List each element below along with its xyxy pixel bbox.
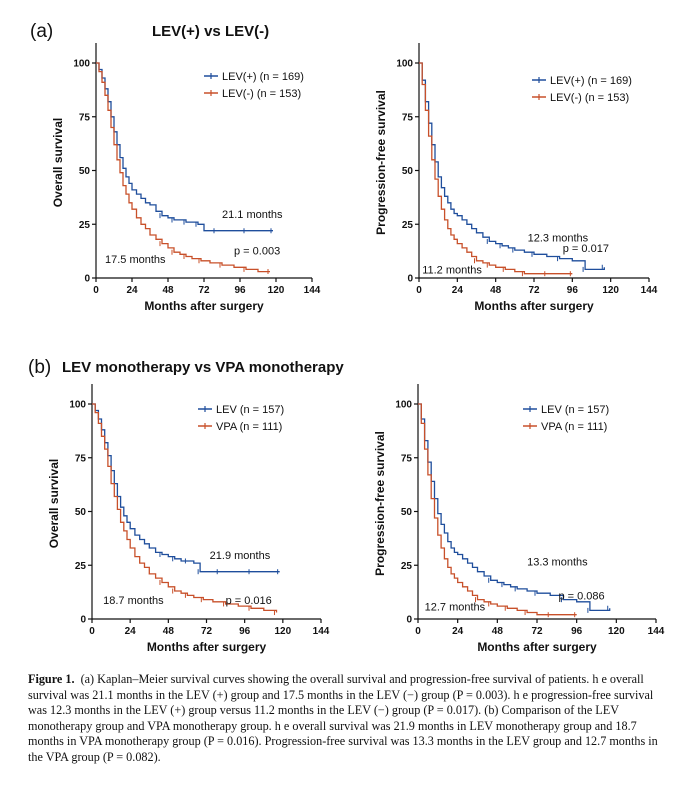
figure: (a) LEV(+) vs LEV(-) (b) LEV monotherapy… — [28, 21, 665, 654]
chart1-y-tick-label: 0 — [84, 274, 90, 285]
chart4-x-tick-label: 72 — [531, 626, 543, 637]
chart1-x-tick-label: 24 — [126, 285, 138, 296]
caption-part-a: (a) Kaplan–Meier survival curves showing… — [28, 672, 654, 718]
chart4-legend-entry-2: VPA (n = 111) — [541, 421, 607, 433]
chart4-annotation-3: p = 0.086 — [558, 591, 604, 603]
chart2-y-tick-label: 50 — [402, 166, 414, 177]
chart3-x-tick-label: 120 — [274, 626, 291, 637]
chart2-x-tick-label: 144 — [641, 285, 658, 296]
chart3-y-tick-label: 0 — [80, 615, 86, 626]
chart1-series-2-line — [96, 62, 270, 273]
chart1-x-tick-label: 96 — [234, 285, 246, 296]
chart3-series-2-line — [92, 403, 278, 613]
chart1-x-tick-label: 144 — [304, 285, 321, 296]
chart4-x-tick-label: 144 — [648, 626, 665, 637]
chart4-series-2-line — [418, 403, 577, 616]
chart4-x-tick-label: 24 — [452, 626, 464, 637]
chart3-x-tick-label: 24 — [125, 626, 137, 637]
chart4-y-axis-label: Progression-free survival — [373, 431, 387, 576]
chart2-x-tick-label: 48 — [490, 285, 502, 296]
chart3-x-tick-label: 96 — [239, 626, 251, 637]
chart4-x-axis-label: Months after surgery — [477, 640, 597, 654]
chart4-y-tick-label: 0 — [406, 615, 412, 626]
chart1-x-tick-label: 120 — [268, 285, 285, 296]
chart1-x-tick-label: 0 — [93, 285, 99, 296]
chart2-x-tick-label: 72 — [528, 285, 540, 296]
chart4-x-tick-label: 0 — [415, 626, 421, 637]
chart3-y-tick-label: 75 — [75, 453, 87, 464]
panel-a-title: LEV(+) vs LEV(-) — [152, 23, 269, 40]
chart1-y-axis-label: Overall survival — [51, 118, 65, 207]
chart3-series-1-line — [92, 403, 280, 573]
chart3-y-axis-label: Overall survival — [47, 459, 61, 548]
figure-caption: Figure 1. (a) Kaplan–Meier survival curv… — [28, 672, 658, 766]
chart2-x-tick-label: 96 — [567, 285, 579, 296]
caption-part-b: (b) Comparison of the LEV monotherapy gr… — [28, 703, 658, 764]
chart3-y-tick-label: 100 — [69, 400, 86, 411]
chart3-annotation-1: 21.9 months — [210, 550, 271, 562]
chart1-legend-entry-2: LEV(-) (n = 153) — [222, 88, 301, 100]
chart3-x-tick-label: 72 — [201, 626, 213, 637]
chart2-y-tick-label: 0 — [407, 274, 413, 285]
chart1-annotation-2: 17.5 months — [105, 254, 166, 266]
chart1-annotation-3: p = 0.003 — [234, 245, 280, 257]
chart4-y-tick-label: 25 — [401, 561, 413, 572]
chart4-annotation-1: 13.3 months — [527, 556, 588, 568]
chart2-x-axis-label: Months after surgery — [474, 299, 594, 313]
chart3-y-tick-label: 25 — [75, 561, 87, 572]
chart2-y-axis-label: Progression-free survival — [374, 90, 388, 235]
chart2-annotation-1: 12.3 months — [528, 232, 589, 244]
chart4-y-tick-label: 75 — [401, 453, 413, 464]
chart4-y-tick-label: 50 — [401, 507, 413, 518]
chart1-y-tick-label: 25 — [79, 220, 91, 231]
panel-a-letter: (a) — [30, 21, 53, 42]
chart3-legend-entry-1: LEV (n = 157) — [216, 404, 284, 416]
chart3-x-axis-label: Months after surgery — [147, 640, 267, 654]
caption-label: Figure 1. — [28, 672, 75, 686]
chart3-x-tick-label: 144 — [313, 626, 330, 637]
chart2-legend-entry-1: LEV(+) (n = 169) — [550, 75, 632, 87]
chart4-legend-entry-1: LEV (n = 157) — [541, 404, 609, 416]
chart1-annotation-1: 21.1 months — [222, 209, 283, 221]
chart1-y-tick-label: 100 — [73, 59, 90, 70]
chart1-x-tick-label: 72 — [198, 285, 210, 296]
chart2-x-tick-label: 0 — [416, 285, 422, 296]
panel-b-title: LEV monotherapy vs VPA monotherapy — [62, 359, 344, 376]
chart3-annotation-3: p = 0.016 — [226, 595, 272, 607]
chart4-x-tick-label: 96 — [571, 626, 583, 637]
chart2-x-tick-label: 24 — [452, 285, 464, 296]
chart1-series-1-line — [96, 62, 273, 232]
chart3-x-tick-label: 0 — [89, 626, 95, 637]
chart2-y-tick-label: 75 — [402, 112, 414, 123]
chart3-legend-entry-2: VPA (n = 111) — [216, 421, 282, 433]
chart2-y-tick-label: 100 — [396, 59, 413, 70]
chart1-x-tick-label: 48 — [162, 285, 174, 296]
chart4-x-tick-label: 48 — [492, 626, 504, 637]
panel-b-letter: (b) — [28, 357, 51, 378]
chart2-annotation-2: 11.2 months — [422, 265, 482, 277]
chart3-annotation-2: 18.7 months — [103, 595, 164, 607]
chart2-legend-entry-2: LEV(-) (n = 153) — [550, 92, 629, 104]
chart2-series-1-line — [419, 62, 605, 271]
chart3-y-tick-label: 50 — [75, 507, 87, 518]
charts: 0 25 50 75 100 0 24 48 72 96 120 144 Months after su… — [47, 43, 665, 654]
chart4-series-1-line — [418, 403, 611, 612]
chart4-annotation-2: 12.7 months — [425, 601, 486, 613]
chart1-y-tick-label: 75 — [79, 112, 91, 123]
chart2-y-tick-label: 25 — [402, 220, 414, 231]
chart4-y-tick-label: 100 — [395, 400, 412, 411]
chart3-x-tick-label: 48 — [163, 626, 175, 637]
chart2-series-2-line — [419, 62, 573, 275]
chart1-y-tick-label: 50 — [79, 166, 91, 177]
chart1-x-axis-label: Months after surgery — [144, 299, 264, 313]
chart1-legend-entry-1: LEV(+) (n = 169) — [222, 71, 304, 83]
chart2-x-tick-label: 120 — [602, 285, 619, 296]
chart2-annotation-3: p = 0.017 — [563, 243, 609, 255]
chart4-x-tick-label: 120 — [608, 626, 625, 637]
